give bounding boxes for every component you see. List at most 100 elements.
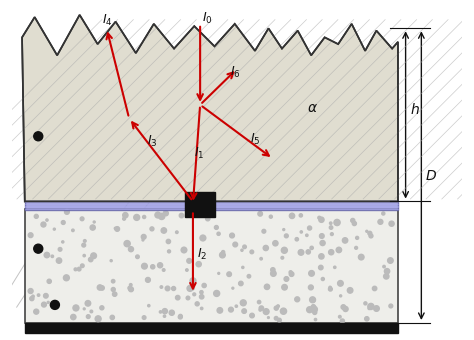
Circle shape: [277, 318, 281, 322]
Circle shape: [319, 234, 324, 238]
Circle shape: [187, 286, 193, 291]
Circle shape: [232, 287, 234, 289]
Circle shape: [259, 306, 264, 310]
Circle shape: [28, 289, 33, 293]
Circle shape: [164, 211, 168, 216]
Circle shape: [269, 215, 273, 218]
Circle shape: [100, 286, 104, 290]
Circle shape: [306, 234, 308, 237]
Circle shape: [373, 286, 377, 291]
Circle shape: [259, 309, 262, 311]
Circle shape: [158, 213, 165, 220]
Circle shape: [378, 219, 383, 224]
Circle shape: [34, 244, 43, 253]
Circle shape: [271, 271, 276, 276]
Circle shape: [169, 310, 174, 315]
Circle shape: [282, 285, 287, 290]
Circle shape: [250, 313, 255, 318]
Circle shape: [334, 266, 336, 269]
Circle shape: [175, 231, 178, 234]
Text: $\alpha$: $\alpha$: [307, 101, 318, 115]
Circle shape: [83, 254, 85, 257]
Circle shape: [44, 293, 48, 298]
Text: $I_2$: $I_2$: [198, 247, 208, 262]
Circle shape: [83, 240, 86, 242]
Circle shape: [111, 288, 115, 291]
Circle shape: [352, 221, 356, 225]
Circle shape: [201, 307, 203, 310]
Circle shape: [110, 260, 112, 262]
Circle shape: [358, 254, 364, 260]
Circle shape: [50, 301, 59, 309]
Circle shape: [190, 278, 196, 284]
Circle shape: [178, 315, 182, 319]
Text: $I_4$: $I_4$: [102, 13, 113, 28]
Circle shape: [128, 287, 133, 292]
Circle shape: [262, 230, 266, 233]
Circle shape: [320, 240, 325, 245]
Circle shape: [319, 265, 323, 270]
Circle shape: [64, 209, 69, 214]
Text: $I_3$: $I_3$: [147, 134, 158, 149]
Circle shape: [205, 211, 210, 215]
Circle shape: [146, 277, 150, 282]
Circle shape: [310, 297, 316, 303]
Circle shape: [112, 292, 117, 296]
Circle shape: [47, 301, 49, 303]
Circle shape: [181, 247, 187, 253]
Circle shape: [336, 247, 342, 253]
Circle shape: [134, 215, 140, 220]
Circle shape: [347, 288, 353, 293]
Circle shape: [329, 286, 331, 289]
Circle shape: [95, 316, 101, 322]
Circle shape: [274, 306, 278, 310]
Circle shape: [342, 238, 348, 243]
Circle shape: [260, 257, 262, 260]
Circle shape: [308, 226, 311, 230]
Circle shape: [341, 305, 346, 309]
Circle shape: [167, 250, 171, 253]
Circle shape: [221, 251, 225, 254]
Text: $I_5$: $I_5$: [250, 132, 261, 147]
Circle shape: [163, 269, 165, 271]
Circle shape: [284, 234, 288, 238]
Circle shape: [310, 246, 313, 250]
Circle shape: [58, 248, 62, 251]
Circle shape: [175, 295, 180, 300]
Circle shape: [160, 286, 163, 288]
Circle shape: [383, 274, 389, 279]
Circle shape: [200, 294, 204, 299]
Circle shape: [319, 217, 324, 222]
Circle shape: [80, 217, 84, 221]
Circle shape: [172, 287, 175, 290]
Circle shape: [86, 315, 90, 319]
Circle shape: [282, 247, 287, 253]
Circle shape: [389, 221, 394, 226]
Circle shape: [289, 271, 292, 274]
Circle shape: [306, 250, 310, 254]
Circle shape: [62, 241, 64, 243]
Circle shape: [37, 294, 40, 296]
Circle shape: [61, 221, 65, 224]
Text: $I_0$: $I_0$: [202, 11, 213, 26]
Circle shape: [217, 232, 220, 235]
Circle shape: [142, 239, 144, 241]
Circle shape: [263, 245, 268, 251]
Text: $I_6$: $I_6$: [230, 65, 241, 80]
Bar: [185, 192, 215, 217]
Circle shape: [235, 305, 237, 307]
Circle shape: [81, 264, 84, 268]
Circle shape: [128, 286, 132, 290]
Circle shape: [28, 233, 33, 238]
Circle shape: [206, 217, 210, 221]
Circle shape: [264, 284, 270, 289]
Circle shape: [83, 308, 85, 310]
Circle shape: [267, 317, 269, 319]
Circle shape: [277, 305, 279, 308]
Polygon shape: [25, 209, 398, 323]
Circle shape: [311, 298, 315, 302]
Circle shape: [295, 238, 299, 241]
Circle shape: [313, 310, 317, 314]
Circle shape: [271, 268, 275, 272]
Circle shape: [314, 319, 317, 321]
